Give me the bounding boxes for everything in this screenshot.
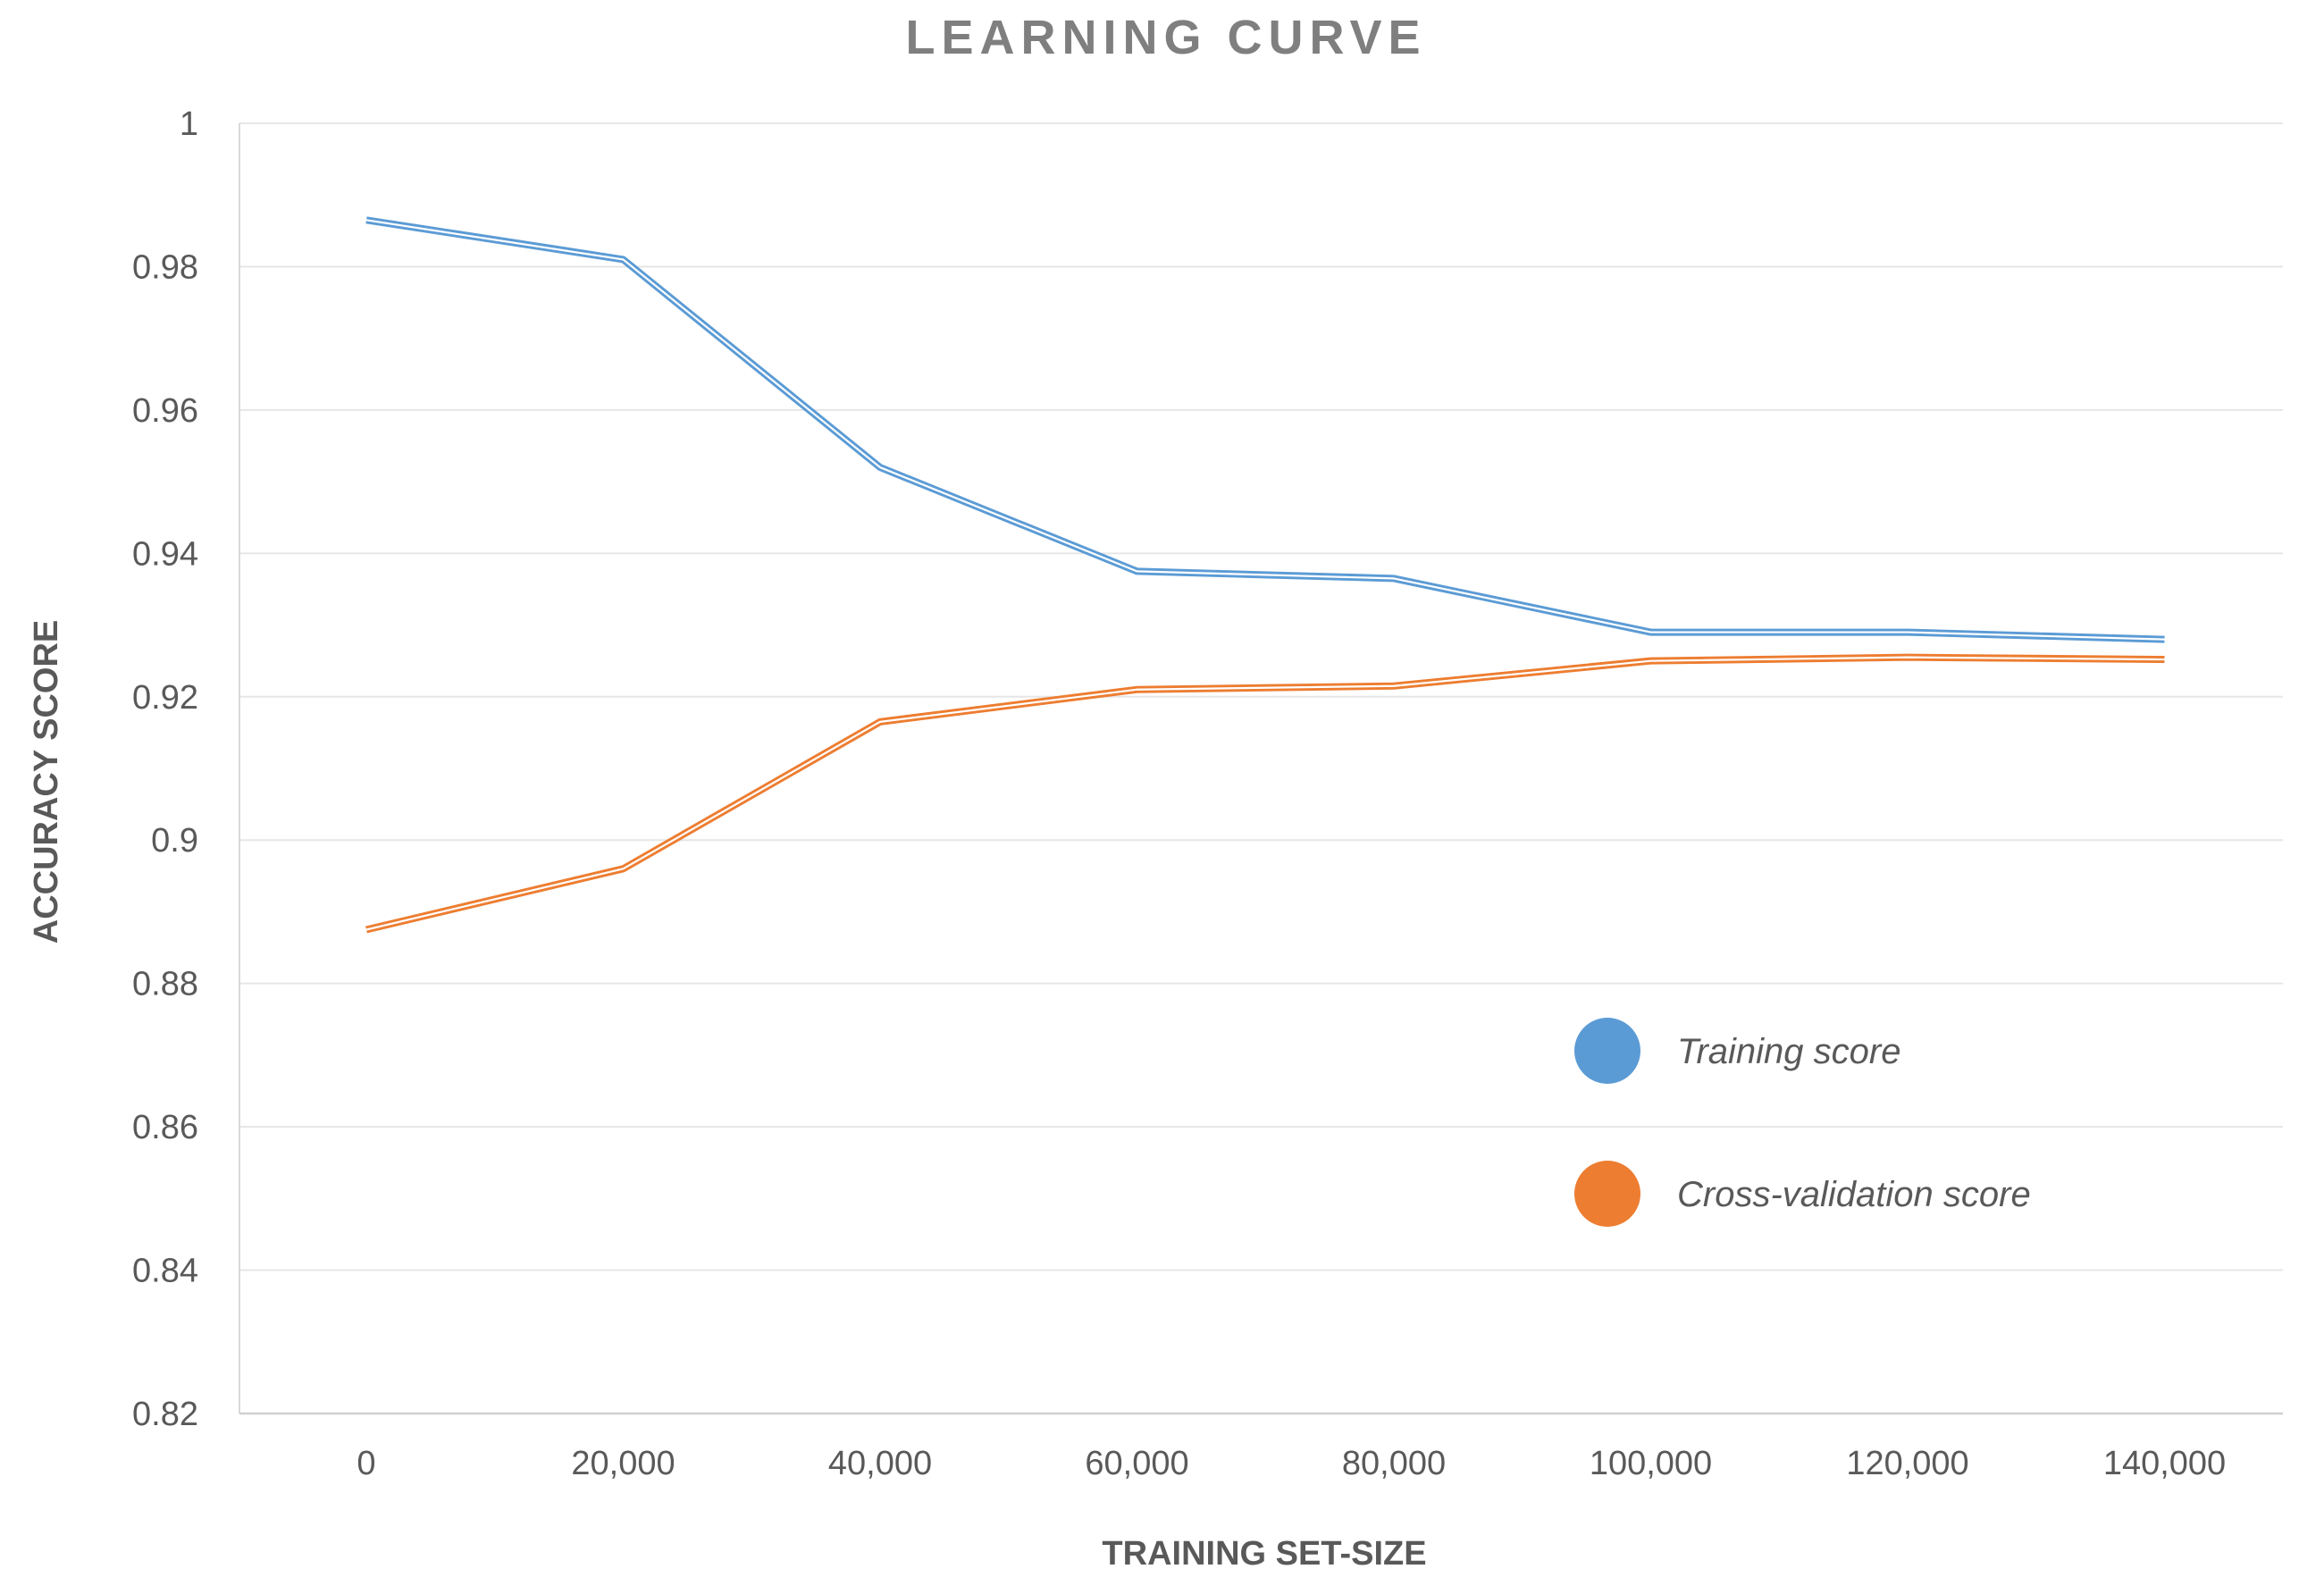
y-tick-label: 0.94 <box>132 535 198 573</box>
chart-title: LEARNING CURVE <box>905 11 1426 64</box>
x-tick-label: 80,000 <box>1342 1445 1446 1482</box>
x-tick-label: 60,000 <box>1085 1445 1188 1482</box>
y-tick-label: 0.92 <box>132 679 198 717</box>
x-tick-label: 100,000 <box>1590 1445 1712 1482</box>
y-tick-labels: 0.82 0.84 0.86 0.88 0.9 0.92 0.94 0.96 0.98 1 <box>132 105 198 1433</box>
x-axis-title: TRAINING SET-SIZE <box>1102 1535 1426 1573</box>
y-tick-label: 0.98 <box>132 248 198 286</box>
y-tick-label: 0.82 <box>132 1396 198 1433</box>
y-tick-label: 0.9 <box>151 822 198 860</box>
legend-marker-training <box>1574 1018 1640 1084</box>
y-tick-label: 0.86 <box>132 1109 198 1146</box>
legend-label: Training score <box>1677 1032 1900 1071</box>
x-tick-label: 40,000 <box>828 1445 932 1482</box>
x-tick-label: 20,000 <box>571 1445 675 1482</box>
x-tick-label: 140,000 <box>2103 1445 2226 1482</box>
series-line-training <box>365 216 2165 643</box>
gridlines <box>239 122 2283 1271</box>
series-lines <box>365 216 2165 934</box>
axes <box>239 123 2283 1415</box>
y-axis-title: ACCURACY SCORE <box>28 620 65 944</box>
series-line-highlight <box>365 656 2165 931</box>
legend-label: Cross-validation score <box>1677 1175 2031 1214</box>
y-tick-label: 0.96 <box>132 392 198 430</box>
series-line-cross-validation <box>365 653 2165 934</box>
legend: Training score Cross-validation score <box>1574 1018 2031 1227</box>
y-tick-label: 1 <box>180 105 198 143</box>
x-tick-labels: 0 20,000 40,000 60,000 80,000 100,000 120,000 1… <box>357 1445 2226 1482</box>
x-tick-label: 120,000 <box>1846 1445 1968 1482</box>
y-tick-label: 0.88 <box>132 966 198 1003</box>
y-tick-label: 0.84 <box>132 1253 198 1290</box>
legend-marker-cross-validation <box>1574 1161 1640 1227</box>
x-tick-label: 0 <box>357 1445 375 1482</box>
series-line-highlight <box>365 219 2165 641</box>
